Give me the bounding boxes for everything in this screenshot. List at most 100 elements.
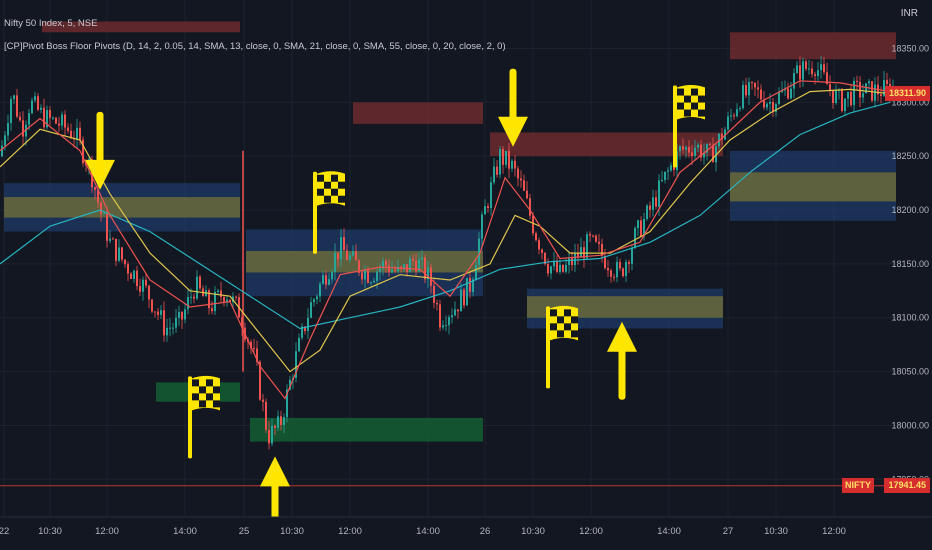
candle-body — [733, 115, 735, 117]
candle-body — [181, 311, 183, 320]
flag-square — [338, 195, 345, 203]
time-tick-label: 10:30 — [764, 526, 788, 537]
flag-pole — [313, 171, 317, 254]
time-tick-label: 12:00 — [822, 526, 846, 537]
ma-mid-line — [0, 88, 891, 373]
candle-body — [880, 94, 882, 97]
candle-body — [151, 299, 153, 312]
indicator-label[interactable]: [CP]Pivot Boss Floor Pivots (D, 14, 2, 0… — [4, 41, 506, 52]
flag-square — [564, 309, 571, 317]
price-axis: 18350.00 18300.00 18250.00 18200.00 18150.00… — [891, 0, 932, 550]
flag-square — [324, 195, 331, 203]
candle-body — [76, 127, 78, 140]
arrow-head — [498, 116, 528, 147]
flag-square — [557, 330, 564, 338]
candle-body — [847, 91, 849, 99]
candle-body — [607, 268, 609, 271]
candle-body — [709, 143, 711, 145]
candle-body — [532, 215, 534, 234]
candle-body — [535, 233, 537, 241]
price-tick-label: 18000.00 — [891, 420, 929, 430]
price-axis-bg — [896, 0, 932, 550]
flag-square — [684, 109, 691, 117]
candle-body — [109, 238, 111, 241]
candle-body — [769, 102, 771, 104]
flag-square — [557, 316, 564, 324]
pivot-zone-red — [730, 32, 896, 60]
candle-body — [22, 120, 24, 137]
candle-body — [82, 139, 84, 164]
candle-body — [829, 84, 831, 90]
last-price-value: 17941.45 — [884, 477, 930, 493]
arrow-head — [260, 456, 290, 487]
candle-body — [514, 160, 516, 169]
candle-body — [736, 109, 738, 117]
candle-body — [421, 257, 423, 260]
candle-body — [817, 70, 819, 77]
candle-body — [199, 276, 201, 289]
candle-body — [703, 152, 705, 158]
candle-body — [274, 425, 276, 428]
candle-body — [793, 73, 795, 89]
flag-pole — [188, 376, 192, 459]
pivot-zone-green — [250, 417, 483, 442]
candle-body — [58, 123, 60, 126]
flag-square — [317, 188, 324, 196]
candle-body — [598, 241, 600, 244]
checkered-flag-icon — [546, 305, 578, 389]
candle-body — [475, 264, 477, 280]
flag-square — [698, 109, 705, 117]
candle-body — [334, 252, 336, 272]
candle-body — [448, 317, 450, 326]
candle-body — [865, 83, 867, 94]
candle-body — [451, 315, 453, 318]
candle-body — [262, 399, 264, 402]
candle-body — [580, 247, 582, 258]
candle-body — [127, 264, 129, 274]
candle-body — [685, 147, 687, 150]
candle-body — [271, 425, 273, 444]
candle-body — [562, 264, 564, 272]
candle-body — [844, 98, 846, 112]
candle-body — [313, 299, 315, 303]
candle-body — [862, 93, 864, 98]
arrow-shaft — [509, 68, 517, 127]
candle-body — [520, 178, 522, 181]
candle-body — [376, 271, 378, 281]
candle-body — [751, 82, 753, 84]
candle-body — [133, 270, 135, 279]
candle-body — [331, 271, 333, 280]
grid — [0, 0, 896, 517]
candle-body — [190, 296, 192, 298]
candle-body — [121, 247, 123, 260]
candle-body — [250, 341, 252, 349]
ma-slow-line — [0, 101, 891, 330]
candle-body — [193, 296, 195, 299]
candle-body — [268, 429, 270, 444]
candle-body — [814, 74, 816, 77]
arrow-shaft — [618, 341, 626, 400]
candle-body — [556, 261, 558, 272]
candle-body — [643, 218, 645, 237]
candle-body — [103, 213, 105, 215]
candle-body — [568, 258, 570, 265]
candle-body — [31, 100, 33, 114]
candle-body — [265, 401, 267, 430]
candle-body — [592, 235, 594, 237]
candle-body — [25, 124, 27, 137]
currency-label: INR — [900, 8, 918, 19]
candle-body — [460, 289, 462, 312]
candle-body — [445, 325, 447, 327]
candle-body — [13, 95, 15, 100]
candle-body — [481, 214, 483, 239]
candle-body — [388, 265, 390, 273]
candle-body — [577, 252, 579, 258]
candle-body — [160, 310, 162, 315]
time-tick-label: 26 — [480, 526, 491, 537]
candle-body — [184, 309, 186, 320]
candle-body — [553, 261, 555, 267]
candle-body — [106, 213, 108, 241]
candle-body — [772, 102, 774, 112]
